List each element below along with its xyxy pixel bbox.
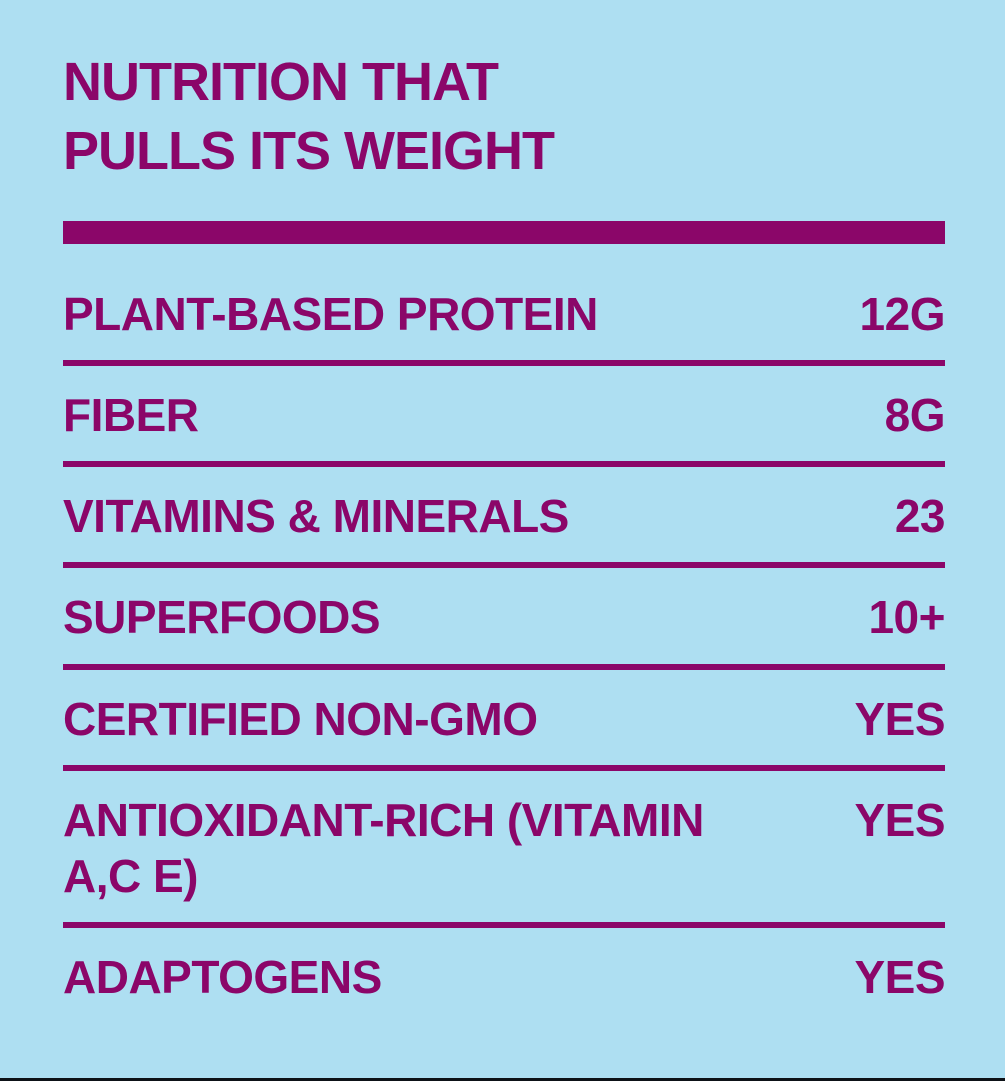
title-underline-bar (63, 221, 945, 245)
row-value: 8G (884, 389, 946, 442)
table-row: ANTIOXIDANT-RICH (VITAMIN A,C E) YES (63, 771, 945, 928)
table-row: CERTIFIED NON-GMO YES (63, 670, 945, 771)
nutrition-panel: NUTRITION THAT PULLS ITS WEIGHT PLANT-BA… (63, 0, 946, 1023)
row-label: CERTIFIED NON-GMO (63, 692, 538, 745)
row-value: 12G (859, 288, 946, 341)
table-row: ADAPTOGENS YES (63, 928, 945, 1023)
row-value: YES (854, 950, 945, 1003)
row-value: 10+ (868, 591, 945, 644)
row-value: YES (854, 793, 945, 846)
row-label: SUPERFOODS (63, 591, 381, 644)
row-label: PLANT-BASED PROTEIN (63, 288, 598, 341)
row-label: FIBER (63, 389, 199, 442)
page-title-line-2: PULLS ITS WEIGHT (63, 120, 555, 181)
row-value: YES (854, 692, 945, 745)
page-title-line-1: NUTRITION THAT (63, 52, 499, 112)
row-label: ADAPTOGENS (63, 950, 382, 1003)
nutrition-table: PLANT-BASED PROTEIN 12G FIBER 8G VITAMIN… (63, 244, 946, 1023)
table-row: SUPERFOODS 10+ (63, 568, 945, 670)
table-row: PLANT-BASED PROTEIN 12G (63, 244, 946, 367)
page-title: NUTRITION THAT PULLS ITS WEIGHT (63, 48, 945, 185)
row-label: ANTIOXIDANT-RICH (VITAMIN A,C E) (63, 793, 704, 902)
row-value: 23 (894, 490, 946, 543)
table-row: VITAMINS & MINERALS 23 (63, 467, 946, 569)
table-row: FIBER 8G (63, 366, 946, 468)
bottom-divider-line (0, 1078, 1005, 1081)
row-label: VITAMINS & MINERALS (63, 490, 569, 543)
